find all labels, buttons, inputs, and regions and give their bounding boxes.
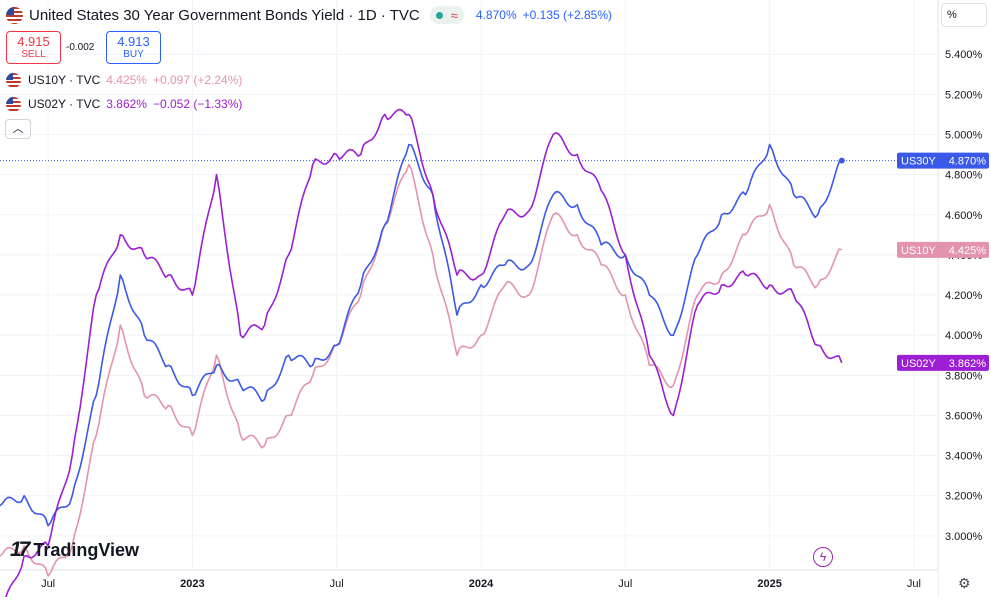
tradingview-logo[interactable]: 17 TradingView xyxy=(10,538,139,562)
time-axis-ticks: Jul 2023 Jul 2024 Jul 2025 Jul xyxy=(41,578,921,590)
series-tag-us10y xyxy=(897,241,989,258)
tradingview-mark-icon: 17 xyxy=(10,538,30,561)
buy-button[interactable]: 4.913 BUY xyxy=(106,31,161,64)
market-open-icon xyxy=(435,11,443,19)
sell-price: 4.915 xyxy=(17,34,50,49)
collapse-legend-button[interactable]: ︿ xyxy=(5,119,31,139)
legend-item-us02y[interactable]: US02Y · TVC 3.862% −0.052 (−1.33%) xyxy=(6,95,242,113)
y-tick-label: 3.000% xyxy=(945,531,983,543)
legend-symbol: US02Y · TVC xyxy=(28,97,101,111)
last-point-marker xyxy=(838,157,845,164)
x-tick-label: 2023 xyxy=(180,578,204,590)
y-tick-label: 3.600% xyxy=(945,410,983,422)
legend-change: +0.097 (+2.24%) xyxy=(152,73,243,87)
series-line-us02y xyxy=(5,108,843,597)
time-axis-panel[interactable] xyxy=(0,570,938,597)
legend-symbol: US10Y · TVC xyxy=(28,73,101,87)
series-lines xyxy=(0,108,938,597)
change-value: +0.135 (+2.85%) xyxy=(522,8,613,22)
y-tick-label: 4.800% xyxy=(945,170,983,182)
grid xyxy=(0,0,938,570)
buy-price: 4.913 xyxy=(117,34,150,49)
x-tick-label: Jul xyxy=(330,578,344,590)
us-flag-icon xyxy=(6,96,21,112)
settings-gear-icon[interactable]: ⚙ xyxy=(958,575,971,591)
legend-item-us10y[interactable]: US10Y · TVC 4.425% +0.097 (+2.24%) xyxy=(6,71,242,89)
sell-button[interactable]: 4.915 SELL xyxy=(6,31,61,64)
brand-name: TradingView xyxy=(33,539,140,560)
series-line-us30y xyxy=(0,143,843,527)
us-flag-icon xyxy=(6,6,23,24)
sell-label: SELL xyxy=(21,49,46,60)
x-tick-label: Jul xyxy=(907,578,921,590)
us-flag-icon xyxy=(6,72,21,88)
price-axis-ticks: 5.400%5.200%5.000%4.800%4.600%4.400%4.20… xyxy=(945,49,983,543)
series-tag-value: 3.862% xyxy=(949,358,987,370)
percent-scale-button[interactable]: % xyxy=(941,3,987,27)
y-tick-label: 5.200% xyxy=(945,89,983,101)
x-tick-label: Jul xyxy=(41,578,55,590)
y-tick-label: 5.400% xyxy=(945,49,983,61)
x-tick-label: Jul xyxy=(618,578,632,590)
last-price-labels: US10Y 4.425% US30Y 4.870% US02Y 3.862% xyxy=(897,152,989,371)
series-tag-value: 4.425% xyxy=(949,245,987,257)
market-status[interactable]: ≈ xyxy=(429,6,464,24)
last-value: 4.870% xyxy=(475,8,517,22)
series-line-us10y xyxy=(0,163,843,577)
series-tag-name: US30Y xyxy=(901,156,937,168)
x-tick-label: 2024 xyxy=(469,578,494,590)
legend-value: 4.425% xyxy=(106,73,147,87)
series-tag-value: 4.870% xyxy=(949,156,987,168)
y-tick-label: 4.200% xyxy=(945,290,983,302)
symbol-title[interactable]: United States 30 Year Government Bonds Y… xyxy=(29,6,420,24)
x-tick-label: 2025 xyxy=(757,578,781,590)
legend-change: −0.052 (−1.33%) xyxy=(152,97,243,111)
y-tick-label: 3.800% xyxy=(945,370,983,382)
spread-value: -0.002 xyxy=(66,42,95,53)
y-tick-label: 4.600% xyxy=(945,210,983,222)
series-tag-name: US02Y xyxy=(901,358,937,370)
y-tick-label: 5.000% xyxy=(945,129,983,141)
price-axis-panel[interactable] xyxy=(938,0,991,597)
series-tag-us30y xyxy=(897,152,989,169)
buy-label: BUY xyxy=(123,49,144,60)
legend-value: 3.862% xyxy=(106,97,147,111)
flash-icon[interactable]: ϟ xyxy=(813,547,833,567)
y-tick-label: 3.200% xyxy=(945,491,983,503)
y-tick-label: 3.400% xyxy=(945,451,983,463)
series-tag-name: US10Y xyxy=(901,245,937,257)
chart-header: United States 30 Year Government Bonds Y… xyxy=(6,4,612,26)
series-tag-us02y xyxy=(897,354,989,371)
wave-icon: ≈ xyxy=(450,7,458,23)
y-tick-label: 4.000% xyxy=(945,330,983,342)
